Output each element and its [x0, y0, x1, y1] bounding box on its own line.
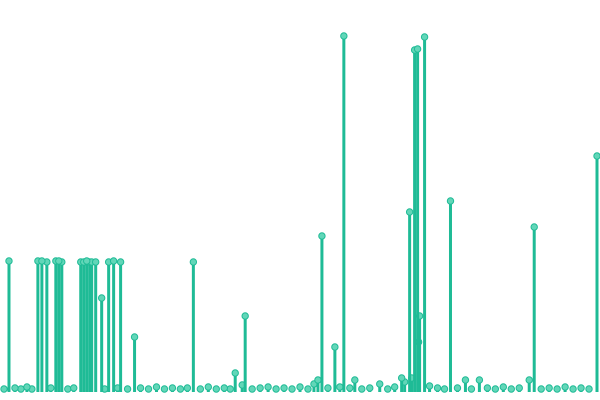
marker [55, 257, 63, 265]
marker [91, 258, 100, 266]
marker [440, 385, 449, 393]
marker [183, 384, 192, 392]
marker [196, 385, 205, 393]
marker [507, 385, 515, 393]
marker [0, 385, 8, 393]
marker [351, 376, 359, 384]
marker [314, 376, 322, 384]
marker [296, 383, 304, 391]
marker [231, 369, 239, 377]
marker [176, 385, 185, 393]
marker [241, 312, 249, 320]
marker [499, 383, 508, 391]
marker [358, 385, 366, 393]
marker [97, 294, 106, 302]
marker [280, 384, 288, 392]
marker [545, 384, 553, 392]
marker [405, 208, 414, 216]
marker [70, 384, 78, 392]
marker [304, 385, 312, 393]
marker [204, 383, 213, 391]
marker [160, 385, 169, 393]
marker [324, 384, 332, 392]
marker [420, 33, 429, 41]
marker [264, 383, 272, 391]
marker [331, 343, 339, 351]
marker [136, 384, 145, 392]
marker [226, 385, 234, 393]
marker [23, 383, 31, 391]
marker [366, 384, 374, 392]
marker [553, 385, 561, 393]
marker [413, 45, 422, 53]
marker [116, 258, 125, 266]
marker [475, 376, 484, 384]
marker [318, 232, 326, 240]
marker [593, 152, 600, 160]
marker [453, 384, 462, 392]
marker [390, 383, 399, 391]
marker [336, 383, 344, 391]
marker [461, 376, 470, 384]
marker [189, 258, 198, 266]
marker [346, 384, 354, 392]
marker [38, 257, 46, 265]
marker [288, 385, 296, 393]
marker [483, 384, 492, 392]
marker [248, 385, 256, 393]
marker [83, 257, 91, 265]
marker [433, 384, 442, 392]
marker [537, 385, 545, 393]
marker [168, 384, 177, 392]
marker [561, 383, 569, 391]
marker [384, 385, 392, 393]
marker [130, 333, 139, 341]
marker [152, 383, 161, 391]
marker [530, 223, 538, 231]
marker [109, 257, 118, 265]
marker [256, 384, 264, 392]
marker [272, 385, 280, 393]
marker [585, 385, 593, 393]
marker [569, 385, 577, 393]
marker [467, 385, 476, 393]
marker [144, 385, 153, 393]
marker [11, 384, 19, 392]
marker [220, 384, 228, 392]
marker [525, 376, 533, 384]
marker [47, 384, 55, 392]
marker [340, 32, 348, 40]
marker [17, 385, 25, 393]
marker [212, 385, 220, 393]
marker [491, 385, 500, 393]
marker [446, 197, 455, 205]
marker [577, 384, 585, 392]
marker [5, 257, 13, 265]
marker [397, 374, 406, 382]
marker [376, 380, 384, 388]
marker [123, 385, 132, 393]
marker [425, 382, 434, 390]
marker [515, 384, 523, 392]
marker [64, 385, 72, 393]
